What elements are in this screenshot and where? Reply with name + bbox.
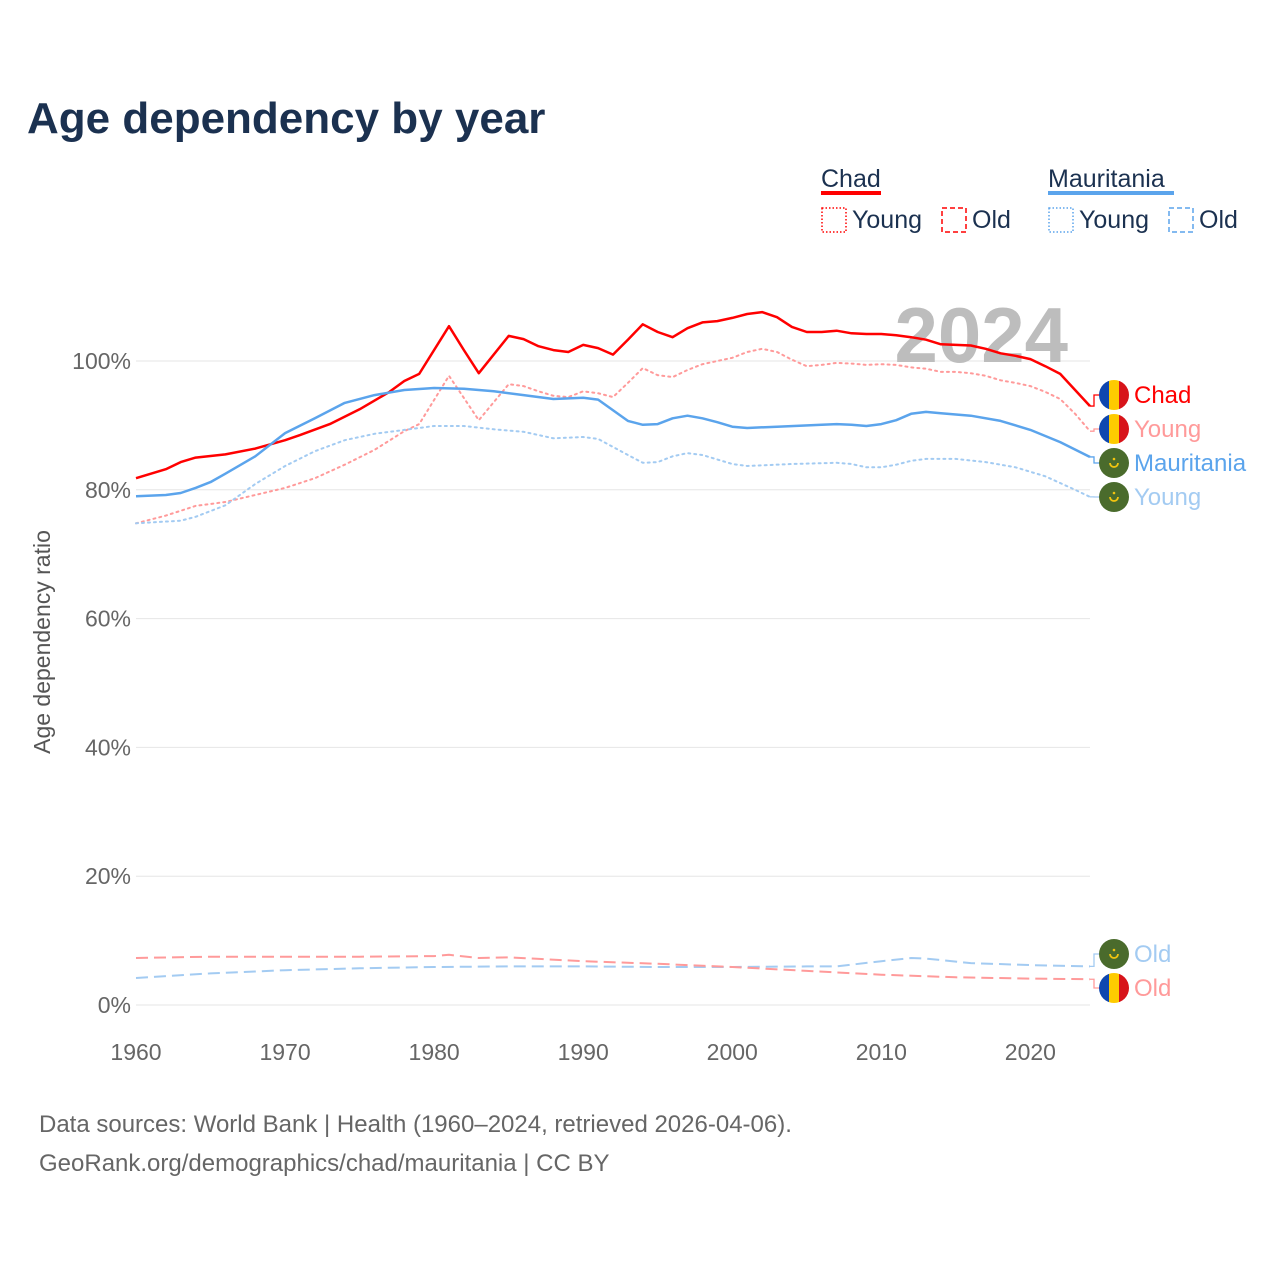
y-tick-label: 100% [72, 348, 131, 374]
mauritania-flag-icon [1099, 939, 1129, 969]
legend-chad-young-swatch[interactable] [822, 208, 846, 232]
end-labels: Chad Young Mauritania Young Old Old [1090, 380, 1247, 1003]
gridlines [136, 361, 1090, 1005]
end-label: Young [1134, 484, 1201, 511]
end-label: Mauritania [1134, 450, 1247, 477]
series-line-mauritania-old[interactable] [136, 958, 1090, 978]
chad-flag-icon [1099, 380, 1129, 410]
y-tick-label: 0% [98, 992, 131, 1018]
label-connector [1090, 979, 1100, 988]
x-tick-label: 1960 [110, 1039, 161, 1065]
label-connector [1090, 457, 1100, 463]
x-tick-label: 2010 [856, 1039, 907, 1065]
end-label: Young [1134, 416, 1201, 443]
chad-flag-icon [1099, 973, 1129, 1003]
chart-title: Age dependency by year [27, 94, 545, 143]
footer-source: Data sources: World Bank | Health (1960–… [39, 1111, 792, 1138]
chad-flag-icon [1099, 414, 1129, 444]
y-axis-label: Age dependency ratio [29, 530, 55, 754]
legend-chad-young[interactable]: Young [852, 206, 922, 234]
y-tick-label: 60% [85, 606, 131, 632]
label-connector [1090, 395, 1100, 406]
legend: Chad Young Old Mauritania Young Old [821, 165, 1238, 234]
footer-link[interactable]: GeoRank.org/demographics/chad/mauritania… [39, 1150, 610, 1177]
legend-chad[interactable]: Chad [821, 165, 881, 193]
legend-mauritania-old-swatch[interactable] [1169, 208, 1193, 232]
end-label: Chad [1134, 382, 1191, 409]
x-tick-label: 1970 [259, 1039, 310, 1065]
x-axis: 1960 1970 1980 1990 2000 2010 2020 [110, 1039, 1056, 1065]
label-connector [1090, 954, 1100, 966]
legend-chad-underline [821, 191, 881, 195]
series-lines [136, 312, 1090, 979]
y-tick-label: 20% [85, 863, 131, 889]
x-tick-label: 2000 [707, 1039, 758, 1065]
x-tick-label: 1990 [558, 1039, 609, 1065]
y-tick-label: 40% [85, 734, 131, 760]
label-connector [1090, 429, 1100, 431]
legend-mauritania-young-swatch[interactable] [1049, 208, 1073, 232]
legend-mauritania[interactable]: Mauritania [1048, 165, 1165, 193]
y-tick-label: 80% [85, 477, 131, 503]
x-tick-label: 1980 [409, 1039, 460, 1065]
x-tick-label: 2020 [1005, 1039, 1056, 1065]
legend-mauritania-old[interactable]: Old [1199, 206, 1238, 234]
legend-chad-old[interactable]: Old [972, 206, 1011, 234]
legend-mauritania-young[interactable]: Young [1079, 206, 1149, 234]
end-label: Old [1134, 941, 1171, 968]
mauritania-flag-icon [1099, 482, 1129, 512]
legend-mauritania-underline [1048, 191, 1174, 195]
legend-chad-old-swatch[interactable] [942, 208, 966, 232]
mauritania-flag-icon [1099, 448, 1129, 478]
end-label: Old [1134, 975, 1171, 1002]
y-axis: 0% 20% 40% 60% 80% 100% [72, 348, 131, 1018]
